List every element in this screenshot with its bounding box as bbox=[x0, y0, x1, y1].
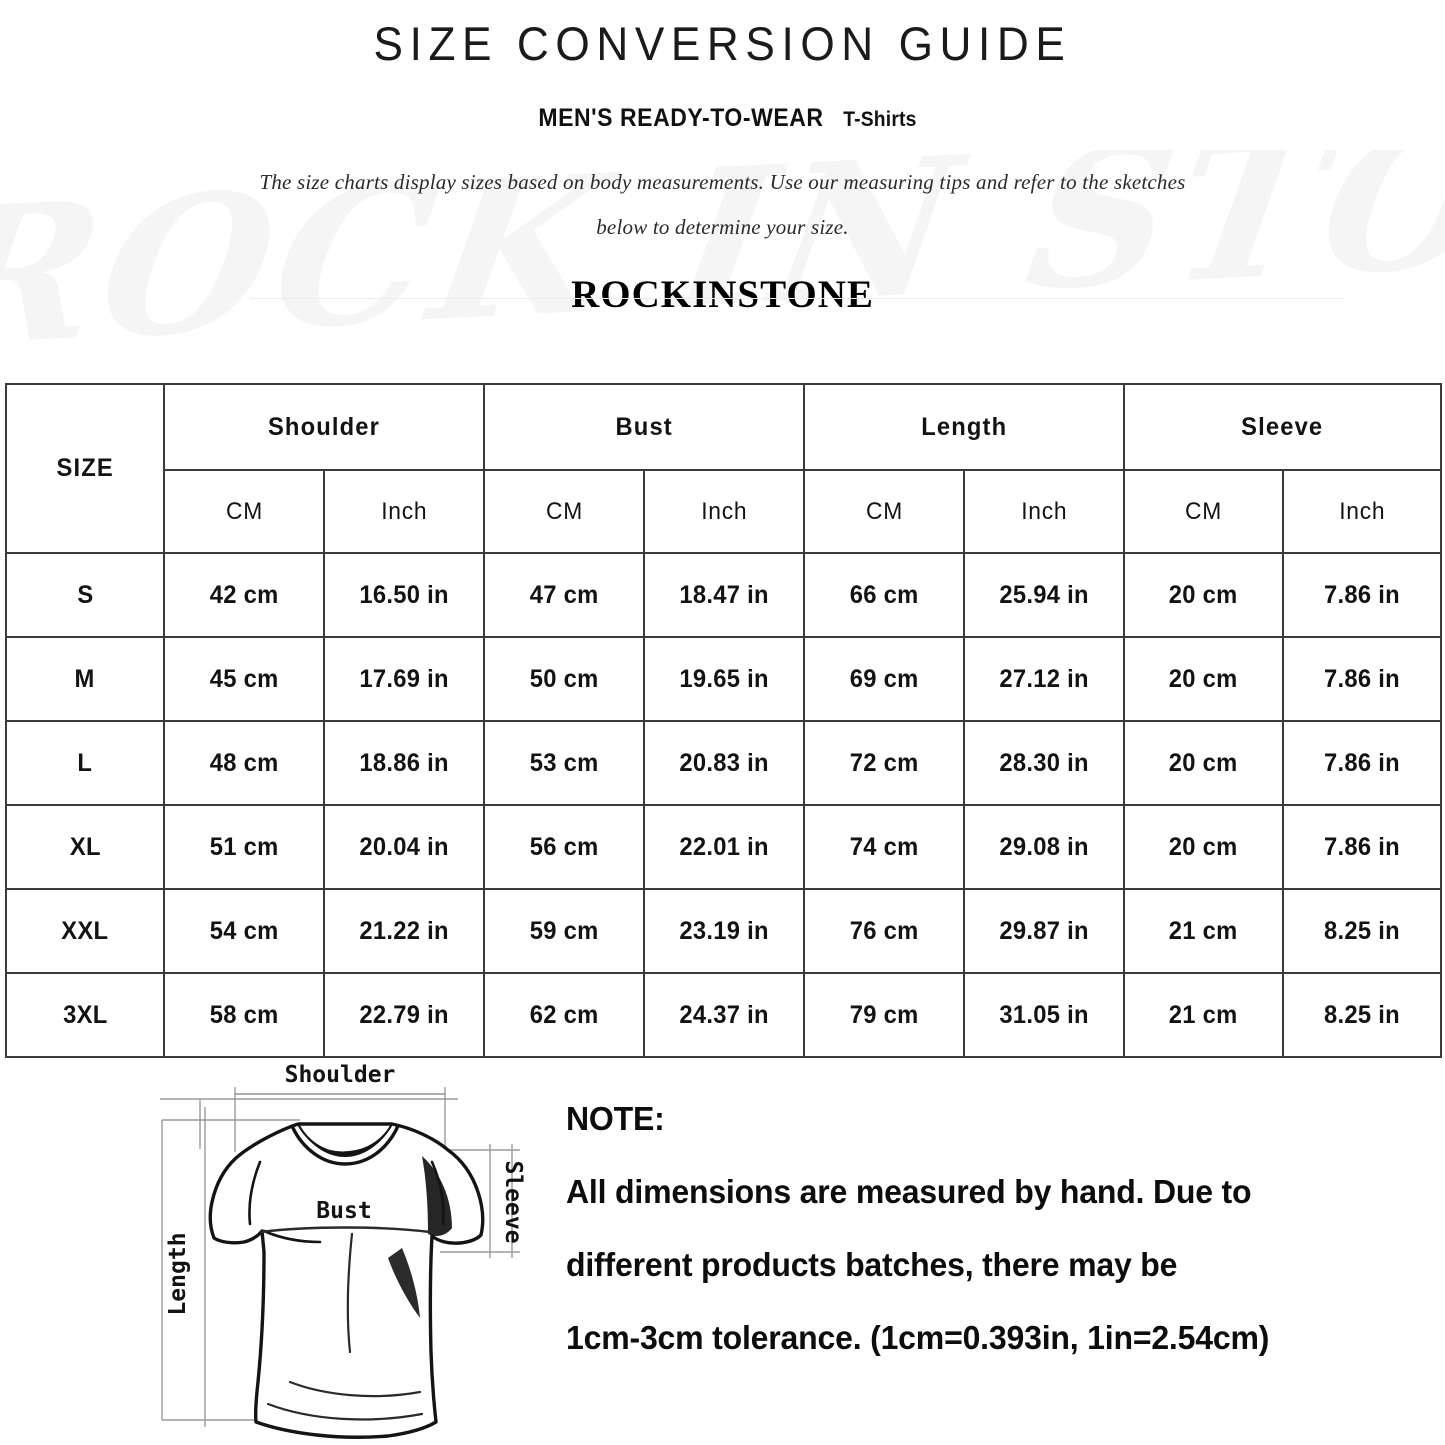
note-heading: NOTE: bbox=[566, 1100, 665, 1137]
cell-bust-cm: 53 cm bbox=[483, 720, 645, 806]
cell-size: 3XL bbox=[5, 972, 165, 1058]
page-title: SIZE CONVERSION GUIDE bbox=[373, 17, 1072, 70]
unit-bust-inch: Inch bbox=[642, 469, 806, 554]
cell-bust-cm: 47 cm bbox=[483, 552, 645, 638]
header-group-bust: Bust bbox=[482, 383, 806, 471]
table-row: S 42 cm 16.50 in 47 cm 18.47 in 66 cm 25… bbox=[5, 552, 1443, 638]
cell-sleeve-cm: 21 cm bbox=[1123, 972, 1285, 1058]
note-line-1: All dimensions are measured by hand. Due… bbox=[566, 1173, 1252, 1210]
header-block: SIZE CONVERSION GUIDE MEN'S READY-TO-WEA… bbox=[0, 0, 1445, 317]
cell-length-inch: 25.94 in bbox=[963, 552, 1126, 638]
cell-length-cm: 76 cm bbox=[803, 888, 966, 974]
cell-bust-inch: 18.47 in bbox=[642, 552, 806, 638]
cell-shoulder-cm: 51 cm bbox=[163, 804, 325, 890]
cell-bust-inch: 22.01 in bbox=[642, 804, 806, 890]
cell-bust-inch: 23.19 in bbox=[642, 888, 806, 974]
table-unit-header-row: CM Inch CM Inch CM Inch CM Inch bbox=[6, 469, 1443, 554]
note-block: NOTE: All dimensions are measured by han… bbox=[566, 1082, 1416, 1374]
cell-size: M bbox=[5, 636, 165, 722]
intro-line-2: below to determine your size. bbox=[596, 215, 849, 239]
intro-paragraph: The size charts display sizes based on b… bbox=[0, 160, 1445, 250]
table-group-header-row: SIZE Shoulder Bust Length Sleeve bbox=[5, 383, 1443, 554]
table-row: XXL 54 cm 21.22 in 59 cm 23.19 in 76 cm … bbox=[5, 888, 1443, 974]
header-group-sleeve: Sleeve bbox=[1123, 383, 1443, 471]
cell-sleeve-cm: 20 cm bbox=[1123, 552, 1285, 638]
cell-length-inch: 27.12 in bbox=[963, 636, 1126, 722]
cell-shoulder-cm: 42 cm bbox=[163, 552, 325, 638]
cell-shoulder-cm: 45 cm bbox=[163, 636, 325, 722]
subtitle-line: MEN'S READY-TO-WEAR T-Shirts bbox=[0, 104, 1445, 133]
cell-shoulder-cm: 48 cm bbox=[163, 720, 325, 806]
table-row: XL 51 cm 20.04 in 56 cm 22.01 in 74 cm 2… bbox=[5, 804, 1443, 890]
unit-length-inch: Inch bbox=[963, 469, 1126, 554]
cell-length-inch: 28.30 in bbox=[963, 720, 1126, 806]
table-row: L 48 cm 18.86 in 53 cm 20.83 in 72 cm 28… bbox=[5, 720, 1443, 806]
unit-sleeve-inch: Inch bbox=[1282, 469, 1443, 554]
cell-sleeve-inch: 7.86 in bbox=[1282, 720, 1443, 806]
cell-shoulder-cm: 54 cm bbox=[163, 888, 325, 974]
cell-length-inch: 29.87 in bbox=[963, 888, 1126, 974]
cell-sleeve-inch: 7.86 in bbox=[1282, 552, 1443, 638]
header-size: SIZE bbox=[5, 383, 165, 554]
cell-shoulder-inch: 16.50 in bbox=[323, 552, 485, 638]
diagram-label-sleeve: Sleeve bbox=[500, 1160, 526, 1243]
header-group-shoulder: Shoulder bbox=[163, 383, 485, 471]
cell-bust-inch: 24.37 in bbox=[642, 972, 806, 1058]
cell-bust-cm: 62 cm bbox=[483, 972, 645, 1058]
subtitle-product: T-Shirts bbox=[842, 108, 917, 131]
cell-shoulder-inch: 17.69 in bbox=[323, 636, 485, 722]
horizontal-rule bbox=[250, 298, 1345, 299]
cell-sleeve-cm: 21 cm bbox=[1123, 888, 1285, 974]
cell-shoulder-inch: 20.04 in bbox=[323, 804, 485, 890]
cell-size: XXL bbox=[5, 888, 165, 974]
diagram-label-length: Length bbox=[165, 1232, 191, 1315]
cell-bust-cm: 59 cm bbox=[483, 888, 645, 974]
cell-length-cm: 72 cm bbox=[803, 720, 966, 806]
intro-line-1: The size charts display sizes based on b… bbox=[259, 170, 1186, 194]
cell-length-cm: 69 cm bbox=[803, 636, 966, 722]
cell-bust-inch: 20.83 in bbox=[642, 720, 806, 806]
diagram-label-bust: Bust bbox=[316, 1198, 371, 1224]
size-table-container: SIZE Shoulder Bust Length Sleeve CM Inch… bbox=[5, 383, 1443, 1058]
cell-length-inch: 29.08 in bbox=[963, 804, 1126, 890]
table-row: M 45 cm 17.69 in 50 cm 19.65 in 69 cm 27… bbox=[5, 636, 1443, 722]
unit-bust-cm: CM bbox=[483, 469, 645, 554]
unit-length-cm: CM bbox=[803, 469, 966, 554]
size-conversion-table: SIZE Shoulder Bust Length Sleeve CM Inch… bbox=[5, 383, 1443, 1058]
cell-length-cm: 66 cm bbox=[803, 552, 966, 638]
header-group-length: Length bbox=[803, 383, 1126, 471]
cell-shoulder-inch: 18.86 in bbox=[323, 720, 485, 806]
cell-size: XL bbox=[5, 804, 165, 890]
cell-sleeve-cm: 20 cm bbox=[1123, 636, 1285, 722]
cell-shoulder-inch: 21.22 in bbox=[323, 888, 485, 974]
cell-size: S bbox=[5, 552, 165, 638]
unit-sleeve-cm: CM bbox=[1123, 469, 1285, 554]
subtitle-category: MEN'S READY-TO-WEAR bbox=[538, 104, 824, 132]
cell-length-cm: 74 cm bbox=[803, 804, 966, 890]
cell-shoulder-inch: 22.79 in bbox=[323, 972, 485, 1058]
cell-sleeve-inch: 8.25 in bbox=[1282, 972, 1443, 1058]
brand-name: ROCKINSTONE bbox=[571, 273, 874, 316]
cell-bust-cm: 56 cm bbox=[483, 804, 645, 890]
unit-shoulder-cm: CM bbox=[163, 469, 325, 554]
cell-length-cm: 79 cm bbox=[803, 972, 966, 1058]
cell-sleeve-cm: 20 cm bbox=[1123, 720, 1285, 806]
diagram-label-shoulder: Shoulder bbox=[285, 1062, 396, 1088]
table-row: 3XL 58 cm 22.79 in 62 cm 24.37 in 79 cm … bbox=[5, 972, 1443, 1058]
tshirt-measurement-diagram: Shoulder Bust Length Sleeve bbox=[140, 1052, 550, 1445]
cell-sleeve-cm: 20 cm bbox=[1123, 804, 1285, 890]
note-line-2: different products batches, there may be bbox=[566, 1246, 1178, 1283]
note-line-3: 1cm-3cm tolerance. (1cm=0.393in, 1in=2.5… bbox=[566, 1319, 1270, 1356]
cell-bust-cm: 50 cm bbox=[483, 636, 645, 722]
unit-shoulder-inch: Inch bbox=[323, 469, 485, 554]
cell-shoulder-cm: 58 cm bbox=[163, 972, 325, 1058]
cell-bust-inch: 19.65 in bbox=[642, 636, 806, 722]
cell-sleeve-inch: 8.25 in bbox=[1282, 888, 1443, 974]
cell-sleeve-inch: 7.86 in bbox=[1282, 636, 1443, 722]
cell-length-inch: 31.05 in bbox=[963, 972, 1126, 1058]
cell-sleeve-inch: 7.86 in bbox=[1282, 804, 1443, 890]
cell-size: L bbox=[5, 720, 165, 806]
